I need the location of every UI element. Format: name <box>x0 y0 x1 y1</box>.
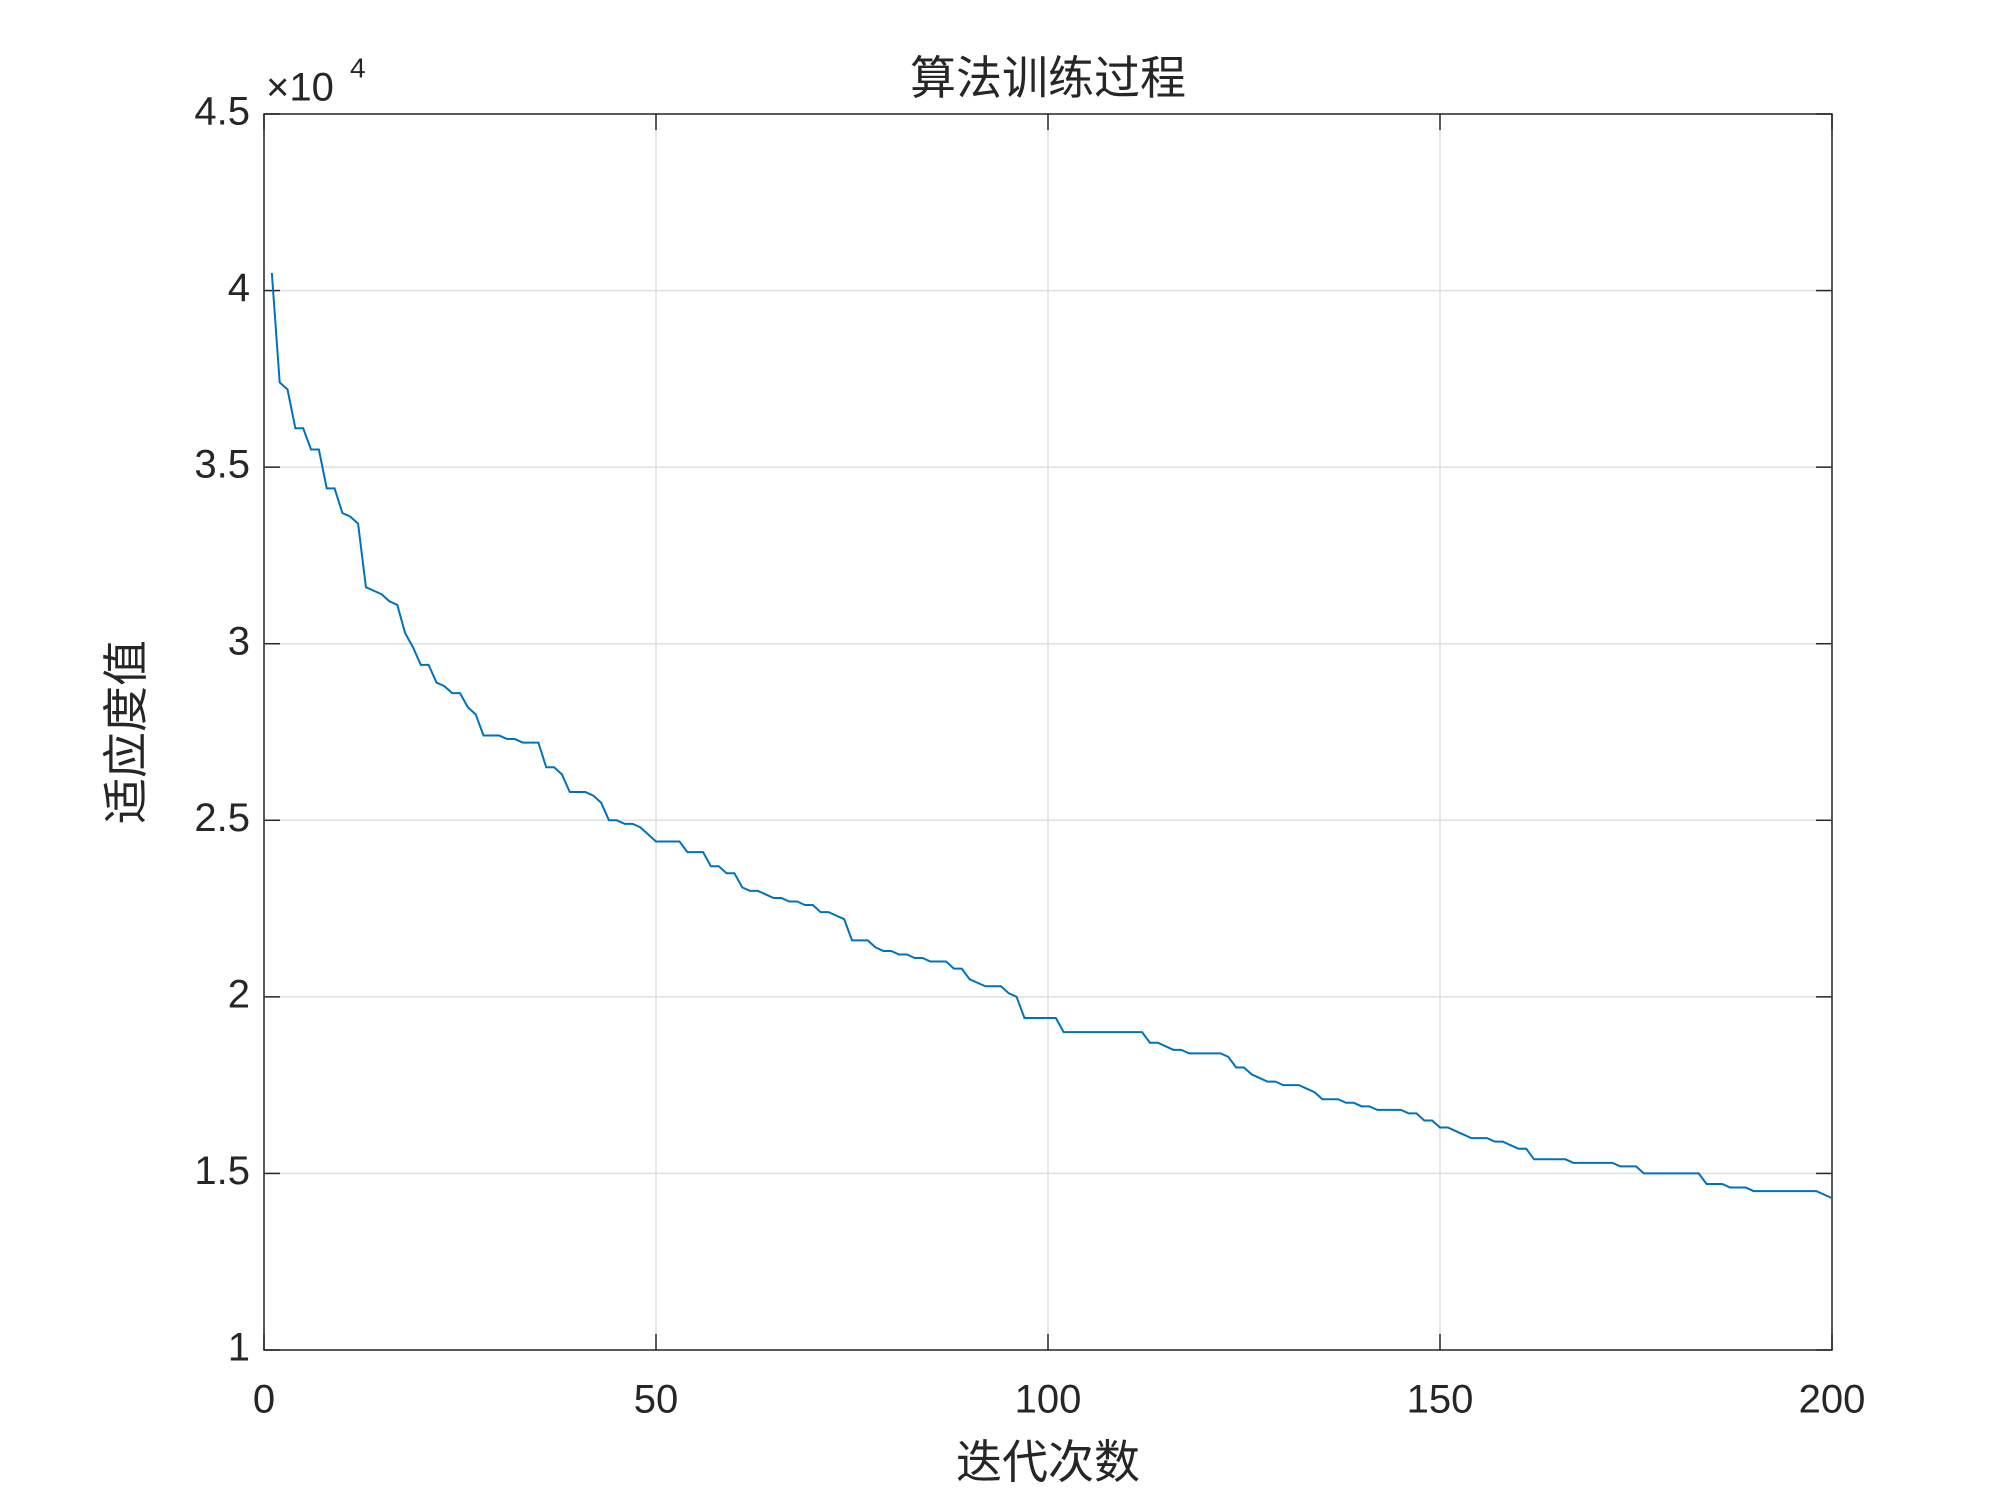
y-tick-label: 2.5 <box>194 796 250 840</box>
y-tick-label: 3 <box>228 619 250 663</box>
plot-frame <box>263 113 1833 1351</box>
x-tick-label: 100 <box>1015 1378 1082 1422</box>
x-tick-label: 0 <box>253 1378 275 1422</box>
y-tick-label: 1 <box>228 1326 250 1370</box>
y-tick-label: 4.5 <box>194 90 250 134</box>
y-exponent: 4 <box>350 52 366 83</box>
x-tick-label: 200 <box>1799 1378 1866 1422</box>
y-axis-label: 适应度值 <box>99 640 153 824</box>
chart-title: 算法训练过程 <box>910 51 1186 105</box>
y-tick-label: 2 <box>228 972 250 1016</box>
y-tick-label: 3.5 <box>194 443 250 487</box>
y-tick-label: 1.5 <box>194 1149 250 1193</box>
y-tick-label: 4 <box>228 266 250 310</box>
x-axis-label: 迭代次数 <box>956 1435 1140 1489</box>
x-tick-label: 50 <box>634 1378 679 1422</box>
y-exponent-base: ×10 <box>266 66 334 110</box>
data-line <box>270 272 1833 1200</box>
x-tick-label: 150 <box>1407 1378 1474 1422</box>
